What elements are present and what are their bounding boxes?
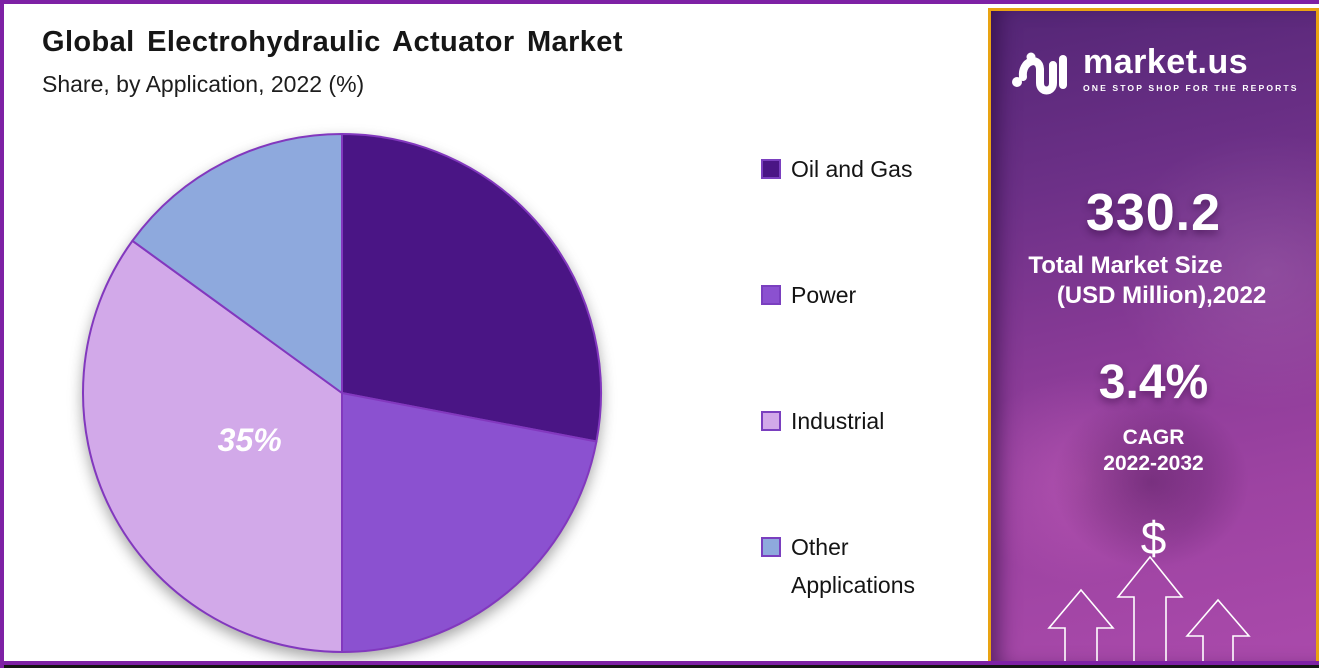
page-title: Global Electrohydraulic Actuator Market (42, 26, 623, 58)
pie-chart-svg: 35% (82, 133, 602, 653)
pie-slice-industrial (82, 239, 343, 653)
total-market-size-label: Total Market Size (USD Million),2022 (991, 251, 1316, 311)
total-market-size-label-line1: Total Market Size (1028, 252, 1223, 279)
growth-arrows-icon (1047, 555, 1251, 662)
legend-item-industrial: Industrial (761, 406, 976, 440)
sidebar: market.us ONE STOP SHOP FOR THE REPORTS … (988, 8, 1319, 665)
bottom-edge-line (4, 665, 1319, 668)
pie-slice-power (341, 392, 598, 653)
cagr-value: 3.4% (1098, 356, 1209, 409)
bottom-border-line (4, 661, 1319, 665)
pie-chart: 35% (74, 122, 614, 662)
logo-brand-text: market.us (1083, 43, 1249, 81)
pie-data-label: 35% (218, 422, 282, 458)
cagr-label: CAGR 2022-2032 (991, 425, 1316, 477)
legend-label: Power (791, 282, 857, 308)
marketus-logo: market.us ONE STOP SHOP FOR THE REPORTS (1009, 37, 1299, 101)
legend-swatch-icon (761, 411, 781, 431)
legend-label: Industrial (791, 408, 885, 434)
pie-slice-oil-and-gas (341, 133, 602, 443)
legend-item-other-applications: Other Applications (761, 532, 976, 604)
dollar-icon: $ (1140, 512, 1167, 564)
background-cup-shape (1053, 396, 1249, 568)
pie-slice-other-applications (131, 133, 343, 394)
legend-item-power: Power (761, 280, 976, 314)
total-market-size-label-line2: (USD Million),2022 (1056, 282, 1267, 309)
cagr-label-line1: CAGR (1122, 426, 1185, 449)
chart-header: Global Electrohydraulic Actuator Market … (42, 26, 623, 98)
legend-item-oil-and-gas: Oil and Gas (761, 154, 976, 188)
legend-swatch-icon (761, 285, 781, 305)
marketus-logo-icon (1012, 52, 1067, 95)
legend-swatch-icon (761, 159, 781, 179)
logo-tagline: ONE STOP SHOP FOR THE REPORTS (1083, 83, 1299, 93)
logo-text-block: market.us ONE STOP SHOP FOR THE REPORTS (1083, 45, 1299, 93)
total-market-size-value: 330.2 (1085, 184, 1222, 242)
page-subtitle: Share, by Application, 2022 (%) (42, 71, 365, 97)
legend-label: Other Applications (791, 534, 916, 598)
legend-label: Oil and Gas (791, 156, 913, 182)
cagr-label-line2: 2022-2032 (1103, 452, 1204, 475)
chart-legend: Oil and Gas Power Industrial Other Appli… (761, 154, 976, 604)
legend-swatch-icon (761, 537, 781, 557)
